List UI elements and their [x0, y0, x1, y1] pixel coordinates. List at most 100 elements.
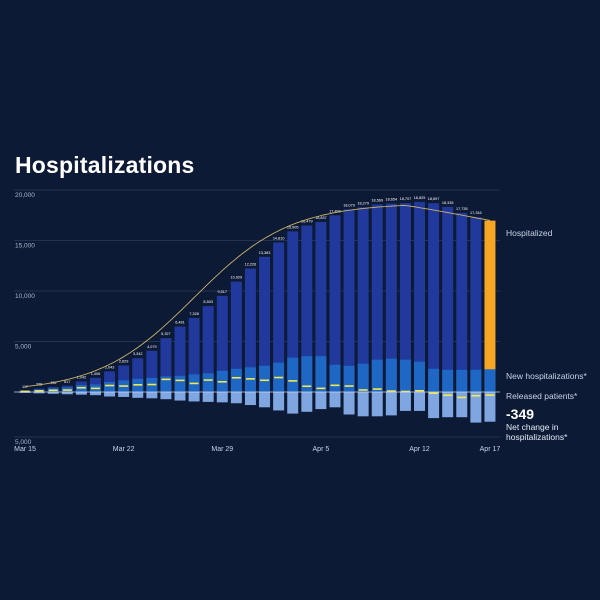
bar-hospitalized — [104, 371, 116, 392]
bar-value-label: 17,316 — [470, 211, 482, 215]
bar-hospitalized — [146, 350, 158, 392]
bar-new-hospitalizations — [287, 357, 299, 392]
bar-released-patients — [202, 392, 214, 402]
bar-released-patients — [385, 392, 397, 416]
bar-hospitalized — [343, 209, 355, 392]
bar-value-label: 16,837 — [315, 216, 327, 220]
bar-released-patients — [230, 392, 242, 404]
bar-hospitalized — [442, 206, 454, 392]
y-tick-label: 10,000 — [15, 293, 35, 300]
bar-new-hospitalizations — [160, 376, 172, 392]
bar-value-label: 496 — [50, 381, 56, 385]
bar-hospitalized — [399, 203, 411, 392]
bar-new-hospitalizations — [329, 364, 341, 392]
bar-hospitalized — [470, 217, 482, 392]
bar-value-label: 18,335 — [442, 201, 454, 205]
bar-released-patients — [188, 392, 200, 402]
bar-released-patients — [259, 392, 271, 408]
bar-released-patients — [470, 392, 482, 423]
bar-released-patients — [442, 392, 454, 418]
bar-released-patients — [132, 392, 144, 398]
bar-new-hospitalizations — [315, 356, 327, 392]
bar-hospitalized — [315, 221, 327, 392]
bar-released-patients — [428, 392, 440, 419]
bar-released-patients — [61, 392, 73, 395]
bar-hospitalized — [484, 220, 496, 392]
bar-hospitalized — [301, 225, 313, 392]
y-tick-label: 15,000 — [15, 243, 35, 250]
bar-value-label: 16,479 — [301, 220, 313, 224]
bar-hospitalized — [385, 203, 397, 392]
bar-value-label: 1,042 — [77, 375, 87, 379]
bar-value-label: 18,707 — [400, 197, 412, 201]
bar-value-label: 17,735 — [456, 207, 468, 211]
bar-value-label: 617 — [64, 380, 70, 384]
bar-new-hospitalizations — [104, 381, 116, 392]
bar-new-hospitalizations — [371, 359, 383, 392]
legend-released-patients: Released patients* — [506, 391, 578, 401]
y-tick-label: 5,000 — [15, 439, 32, 446]
x-tick-label: Mar 22 — [113, 446, 135, 453]
bar-value-label: 7,328 — [189, 312, 199, 316]
bar-value-label: 9,517 — [218, 290, 228, 294]
bars-layer — [19, 201, 496, 423]
bar-value-label: 4,079 — [147, 345, 157, 349]
bar-new-hospitalizations — [428, 368, 440, 392]
bar-value-label: 5,327 — [161, 332, 171, 336]
bar-released-patients — [89, 392, 101, 396]
bar-hospitalized — [456, 212, 468, 392]
bar-released-patients — [357, 392, 369, 417]
bar-released-patients — [287, 392, 299, 414]
bar-hospitalized — [188, 317, 200, 392]
bar-new-hospitalizations — [230, 368, 242, 392]
bar-released-patients — [343, 392, 355, 415]
bar-value-label: 3,342 — [133, 352, 143, 356]
bar-value-label: 18,654 — [386, 198, 398, 202]
bar-released-patients — [315, 392, 327, 410]
bar-released-patients — [484, 392, 496, 422]
bar-value-label: 18,279 — [357, 201, 369, 205]
x-tick-label: Mar 29 — [211, 446, 233, 453]
x-tick-label: Mar 15 — [14, 446, 36, 453]
bar-value-label: 12,226 — [245, 263, 257, 267]
bar-hospitalized — [230, 281, 242, 392]
bar-new-hospitalizations — [414, 361, 426, 392]
legend-new-hospitalizations: New hospitalizations* — [506, 371, 587, 381]
net-change-value: -349 — [506, 406, 535, 422]
bar-new-hospitalizations — [385, 358, 397, 392]
bar-hospitalized — [287, 231, 299, 392]
bar-released-patients — [174, 392, 186, 401]
bar-released-patients — [244, 392, 256, 406]
bar-hospitalized — [414, 201, 426, 392]
bar-released-patients — [301, 392, 313, 412]
bar-hospitalized — [132, 358, 144, 392]
x-tick-label: Apr 5 — [313, 446, 330, 453]
y-tick-label: 5,000 — [15, 344, 32, 351]
bar-hospitalized — [357, 207, 369, 392]
bar-value-label: 2,043 — [105, 365, 115, 369]
bar-hospitalized — [428, 203, 440, 392]
bar-hospitalized — [329, 215, 341, 392]
net-change-label: Net change in hospitalizations* — [506, 422, 568, 442]
bar-new-hospitalizations — [470, 369, 482, 392]
bar-released-patients — [104, 392, 116, 397]
bar-hospitalized — [118, 365, 130, 392]
bar-released-patients — [19, 392, 31, 393]
bar-hospitalized — [259, 256, 271, 392]
bar-value-label: 8,503 — [203, 300, 213, 304]
bar-released-patients — [118, 392, 130, 397]
bar-hospitalized — [160, 338, 172, 392]
x-tick-label: Apr 12 — [409, 446, 430, 453]
bar-value-label: 6,481 — [175, 321, 185, 325]
bar-new-hospitalizations — [202, 373, 214, 392]
bar-hospitalized — [202, 306, 214, 392]
y-tick-label: 20,000 — [15, 192, 35, 199]
bar-value-label: 14,810 — [273, 236, 285, 240]
bar-new-hospitalizations — [484, 369, 496, 392]
bar-hospitalized — [371, 204, 383, 392]
bar-new-hospitalizations — [343, 365, 355, 392]
bar-hospitalized — [273, 242, 285, 392]
bar-value-label: 13,383 — [259, 251, 271, 255]
